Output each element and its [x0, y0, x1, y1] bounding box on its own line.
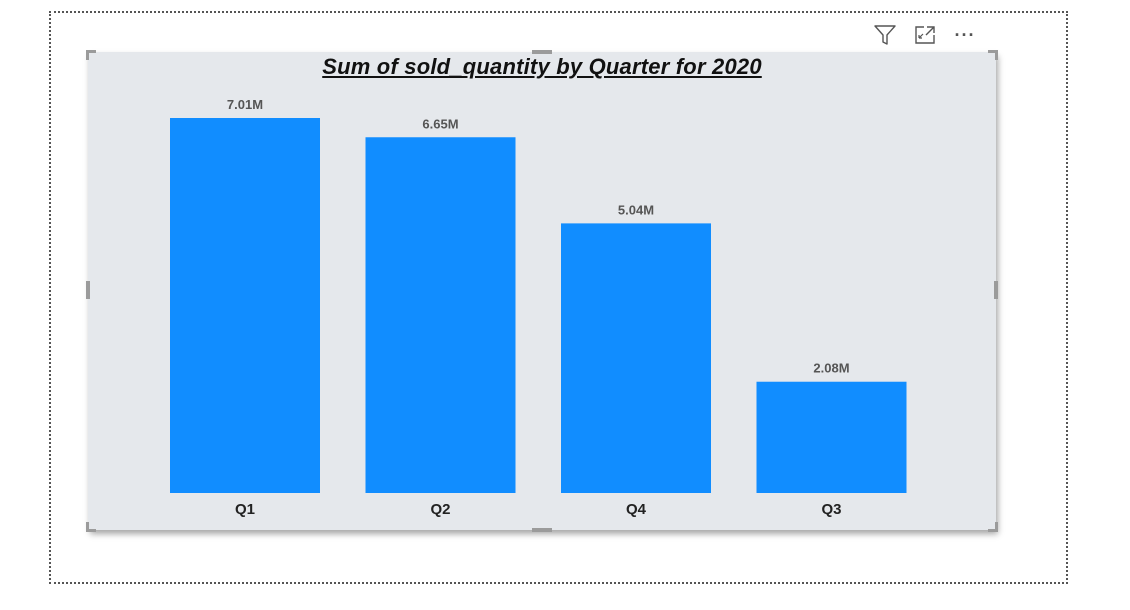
- bar-chart-visual[interactable]: Sum of sold_quantity by Quarter for 2020…: [86, 50, 998, 532]
- x-tick-label-q4: Q4: [626, 501, 647, 518]
- x-tick-label-q1: Q1: [235, 501, 255, 518]
- resize-handle-bottom-left[interactable]: [86, 529, 96, 532]
- bar-q2[interactable]: [365, 137, 516, 493]
- visual-header-toolbar: ···: [872, 20, 978, 50]
- resize-handle-bottom-right-v[interactable]: [995, 522, 998, 532]
- data-label-q2: 6.65M: [422, 116, 458, 131]
- bar-q4[interactable]: [561, 223, 711, 493]
- x-tick-label-q2: Q2: [430, 501, 450, 518]
- focus-mode-icon: [915, 26, 935, 44]
- more-options-icon: ···: [954, 24, 976, 45]
- filter-button[interactable]: [872, 22, 898, 48]
- data-label-q1: 7.01M: [227, 97, 263, 112]
- filter-icon: [874, 25, 896, 45]
- resize-handle-bottom-left-v[interactable]: [86, 522, 89, 532]
- bar-q3[interactable]: [756, 381, 907, 493]
- resize-handle-left-center[interactable]: [86, 281, 90, 299]
- resize-handle-top-right[interactable]: [988, 50, 998, 53]
- x-tick-label-q3: Q3: [821, 501, 841, 518]
- bar-chart-plot: 7.01M Q1 6.65M Q2 5.04M Q4 2.08M Q3: [170, 97, 907, 518]
- chart-title: Sum of sold_quantity by Quarter for 2020: [322, 54, 762, 79]
- focus-mode-button[interactable]: [912, 22, 938, 48]
- resize-handle-right-center[interactable]: [994, 281, 998, 299]
- resize-handle-top-left[interactable]: [86, 50, 96, 53]
- resize-handle-bottom-center[interactable]: [532, 528, 552, 532]
- resize-handle-top-right-v[interactable]: [995, 50, 998, 60]
- data-label-q3: 2.08M: [813, 361, 849, 376]
- bar-q1[interactable]: [170, 118, 320, 493]
- data-label-q4: 5.04M: [618, 202, 654, 217]
- resize-handle-top-center[interactable]: [532, 50, 552, 54]
- visual-container-border: [49, 11, 1068, 584]
- resize-handle-top-left-v[interactable]: [86, 50, 89, 60]
- resize-handle-bottom-right[interactable]: [988, 529, 998, 532]
- more-options-button[interactable]: ···: [952, 22, 978, 48]
